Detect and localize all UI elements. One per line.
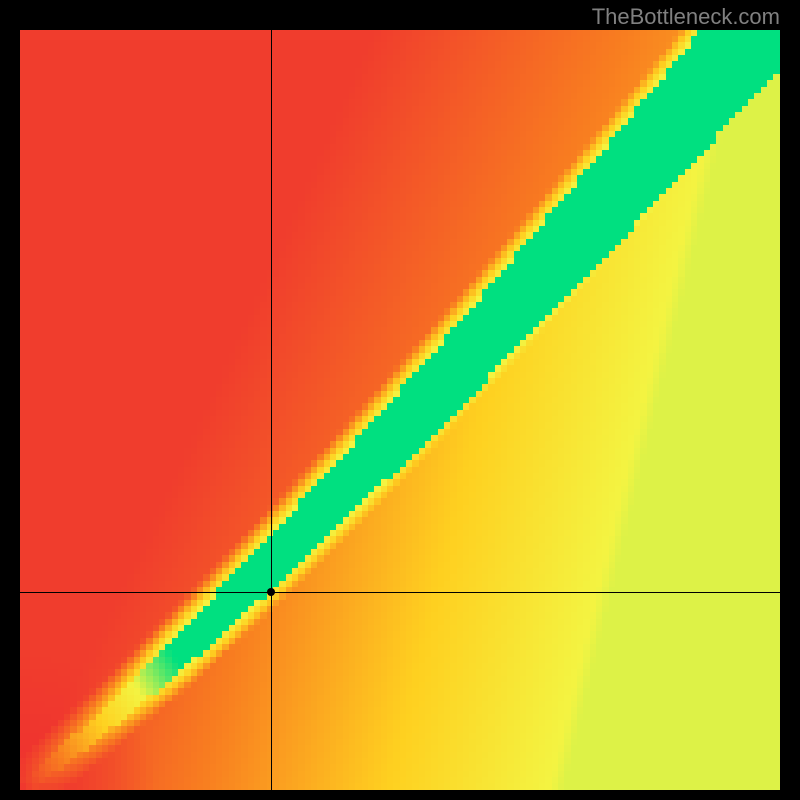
heatmap-plot (20, 30, 780, 790)
heatmap-canvas (20, 30, 780, 790)
watermark-text: TheBottleneck.com (592, 4, 780, 30)
